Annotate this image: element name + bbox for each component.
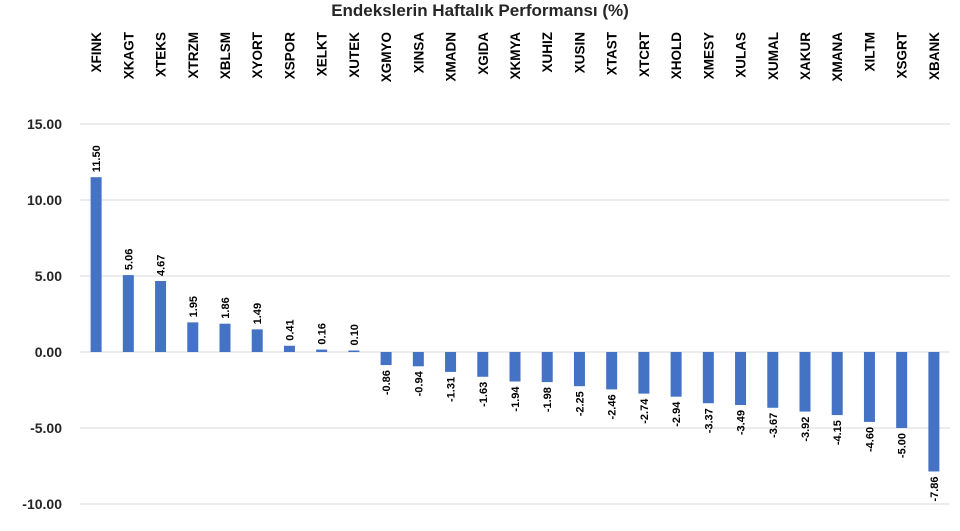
data-label: -5.00 bbox=[897, 433, 909, 458]
data-label: -3.49 bbox=[736, 410, 748, 435]
data-label: -7.86 bbox=[929, 476, 941, 501]
bar-xmesy bbox=[702, 352, 714, 404]
category-label: XHOLD bbox=[669, 32, 684, 80]
data-label: -1.94 bbox=[510, 386, 522, 412]
bar-xgmyo bbox=[380, 352, 392, 366]
y-tick-label: 15.00 bbox=[27, 116, 62, 132]
category-label: XUTEK bbox=[347, 32, 362, 78]
data-label: 1.95 bbox=[188, 296, 200, 317]
bar-xhold bbox=[670, 352, 682, 397]
data-label: -4.60 bbox=[864, 427, 876, 452]
category-label: XBANK bbox=[927, 32, 942, 80]
data-label: -2.46 bbox=[607, 394, 619, 419]
bar-xkmya bbox=[509, 352, 521, 382]
data-label: 11.50 bbox=[91, 145, 103, 172]
data-label: 0.41 bbox=[284, 319, 296, 340]
category-label: XILTM bbox=[862, 32, 877, 72]
category-label: XELKT bbox=[315, 31, 330, 76]
data-label: 4.67 bbox=[156, 255, 168, 276]
category-label: XGIDA bbox=[476, 32, 491, 75]
data-label: 5.06 bbox=[123, 249, 135, 270]
bar-xgida bbox=[477, 352, 489, 377]
category-label: XAKUR bbox=[798, 32, 813, 80]
bar-xsgrt bbox=[896, 352, 908, 428]
bar-xtcrt bbox=[638, 352, 650, 394]
data-label: -1.31 bbox=[446, 377, 458, 402]
data-label: -1.98 bbox=[542, 387, 554, 412]
bar-xulas bbox=[735, 352, 747, 406]
category-label: XFINK bbox=[89, 32, 104, 73]
chart-title: Endekslerin Haftalık Performansı (%) bbox=[331, 1, 629, 20]
data-label: -1.63 bbox=[478, 382, 490, 407]
category-label: XUSIN bbox=[572, 32, 587, 73]
category-label: XMANA bbox=[830, 32, 845, 82]
data-label: 0.16 bbox=[317, 323, 329, 344]
data-label: -0.94 bbox=[413, 370, 425, 396]
data-label: -3.67 bbox=[768, 413, 780, 438]
y-tick-label: -5.00 bbox=[30, 420, 62, 436]
bar-xakur bbox=[799, 352, 811, 412]
data-label: 1.49 bbox=[252, 303, 264, 324]
category-label: XINSA bbox=[411, 32, 426, 74]
category-label: XMADN bbox=[444, 32, 459, 82]
bar-xbank bbox=[928, 352, 940, 472]
data-label: -2.94 bbox=[671, 401, 683, 427]
category-label: XBLSM bbox=[218, 32, 233, 79]
bar-xmana bbox=[831, 352, 843, 416]
data-label: -2.74 bbox=[639, 398, 651, 424]
bar-xyort bbox=[251, 329, 263, 352]
bar-xteks bbox=[155, 281, 167, 352]
category-label: XUHIZ bbox=[540, 32, 555, 73]
data-label: -4.15 bbox=[832, 420, 844, 445]
category-label: XTAST bbox=[605, 31, 620, 75]
bar-xtrzm bbox=[187, 322, 199, 352]
category-label: XUMAL bbox=[766, 32, 781, 80]
y-tick-label: -10.00 bbox=[22, 496, 62, 512]
category-label: XKMYA bbox=[508, 32, 523, 80]
category-label: XTEKS bbox=[154, 32, 169, 77]
bar-xmadn bbox=[445, 352, 457, 372]
bar-xumal bbox=[767, 352, 779, 408]
category-label: XTCRT bbox=[637, 31, 652, 77]
bar-xkagt bbox=[122, 275, 134, 352]
bar-xblsm bbox=[219, 323, 231, 352]
category-label: XTRZM bbox=[186, 32, 201, 79]
category-label: XULAS bbox=[734, 32, 749, 78]
data-label: -3.37 bbox=[703, 408, 715, 433]
y-tick-label: 10.00 bbox=[27, 192, 62, 208]
data-label: 1.86 bbox=[220, 297, 232, 318]
category-label: XKAGT bbox=[121, 31, 136, 79]
category-label: XSPOR bbox=[282, 32, 297, 80]
bar-xuhiz bbox=[541, 352, 553, 383]
bar-xiltm bbox=[863, 352, 875, 422]
y-tick-label: 0.00 bbox=[35, 344, 62, 360]
bar-xutek bbox=[348, 350, 360, 352]
data-label: -3.92 bbox=[800, 417, 812, 442]
bar-xspor bbox=[283, 345, 295, 352]
bar-xelkt bbox=[316, 349, 328, 352]
data-label: -0.86 bbox=[381, 370, 393, 395]
category-label: XYORT bbox=[250, 31, 265, 78]
bar-xtast bbox=[606, 352, 618, 390]
category-label: XMESY bbox=[701, 32, 716, 79]
category-label: XGMYO bbox=[379, 32, 394, 82]
data-label: 0.10 bbox=[349, 324, 361, 345]
bar-xusin bbox=[573, 352, 585, 387]
category-label: XSGRT bbox=[895, 31, 910, 78]
bar-xfink bbox=[90, 177, 102, 352]
bar-xinsa bbox=[412, 352, 424, 367]
y-tick-label: 5.00 bbox=[35, 268, 62, 284]
data-label: -2.25 bbox=[574, 391, 586, 416]
